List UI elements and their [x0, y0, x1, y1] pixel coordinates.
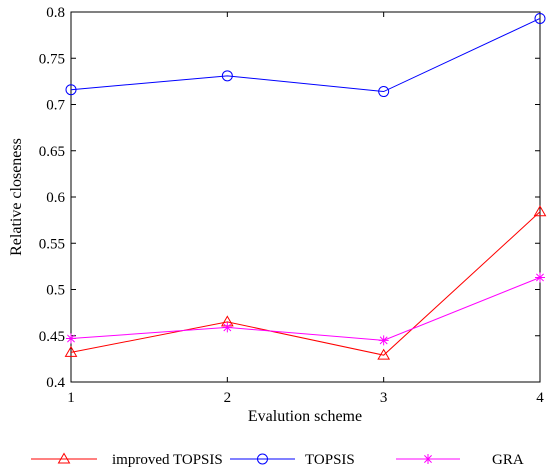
- y-tick-label: 0.5: [46, 283, 65, 299]
- y-axis: 0.4 0.45 0.5 0.55 0.6 0.65 0.7 0.75 0.8: [39, 5, 540, 391]
- x-axis-label: Evalution scheme: [248, 408, 362, 425]
- legend-label: TOPSIS: [305, 452, 355, 468]
- data-point-improved-topsis: [377, 348, 391, 360]
- y-tick-label: 0.4: [46, 375, 65, 391]
- legend-marker-circle: [257, 453, 268, 465]
- data-point-gra: [378, 335, 389, 346]
- data-point-topsis: [221, 70, 233, 82]
- x-tick-label: 1: [67, 390, 75, 406]
- legend-item-topsis: TOPSIS: [230, 452, 355, 468]
- y-tick-label: 0.45: [39, 329, 65, 345]
- data-point-topsis: [65, 84, 77, 96]
- data-point-improved-topsis: [533, 205, 547, 217]
- data-point-gra: [66, 333, 76, 344]
- data-point-gra: [535, 272, 545, 283]
- legend: improved TOPSIS TOPSIS GRA: [31, 452, 524, 468]
- data-point-improved-topsis: [64, 345, 78, 357]
- series-line-topsis: [70, 18, 541, 93]
- legend-item-gra: GRA: [396, 452, 524, 468]
- legend-item-improved-topsis: improved TOPSIS: [31, 452, 223, 468]
- y-tick-label: 0.6: [46, 190, 65, 206]
- series-gra: [66, 272, 545, 346]
- y-tick-label: 0.75: [39, 51, 65, 67]
- series-layer: [64, 12, 547, 360]
- legend-label: GRA: [492, 452, 524, 468]
- legend-marker-triangle: [57, 452, 71, 464]
- x-tick-label: 3: [380, 390, 388, 406]
- data-point-topsis: [378, 86, 390, 98]
- x-axis: 1 2 3 4: [67, 12, 544, 406]
- legend-label: improved TOPSIS: [112, 452, 223, 468]
- series-line-gra: [70, 277, 541, 341]
- x-tick-label: 2: [224, 390, 232, 406]
- plot-frame: [70, 11, 541, 383]
- x-tick-label: 4: [536, 390, 544, 406]
- y-tick-label: 0.8: [46, 5, 65, 21]
- series-topsis: [65, 12, 546, 98]
- series-line-improved-topsis: [70, 211, 541, 356]
- y-tick-label: 0.7: [46, 98, 65, 114]
- data-point-gra: [222, 322, 233, 333]
- series-improved-topsis: [64, 205, 547, 360]
- y-tick-label: 0.65: [39, 144, 65, 160]
- y-axis-label: Relative closeness: [8, 138, 25, 256]
- legend-marker-star: [423, 454, 433, 464]
- y-tick-label: 0.55: [39, 236, 65, 252]
- data-point-topsis: [534, 12, 546, 24]
